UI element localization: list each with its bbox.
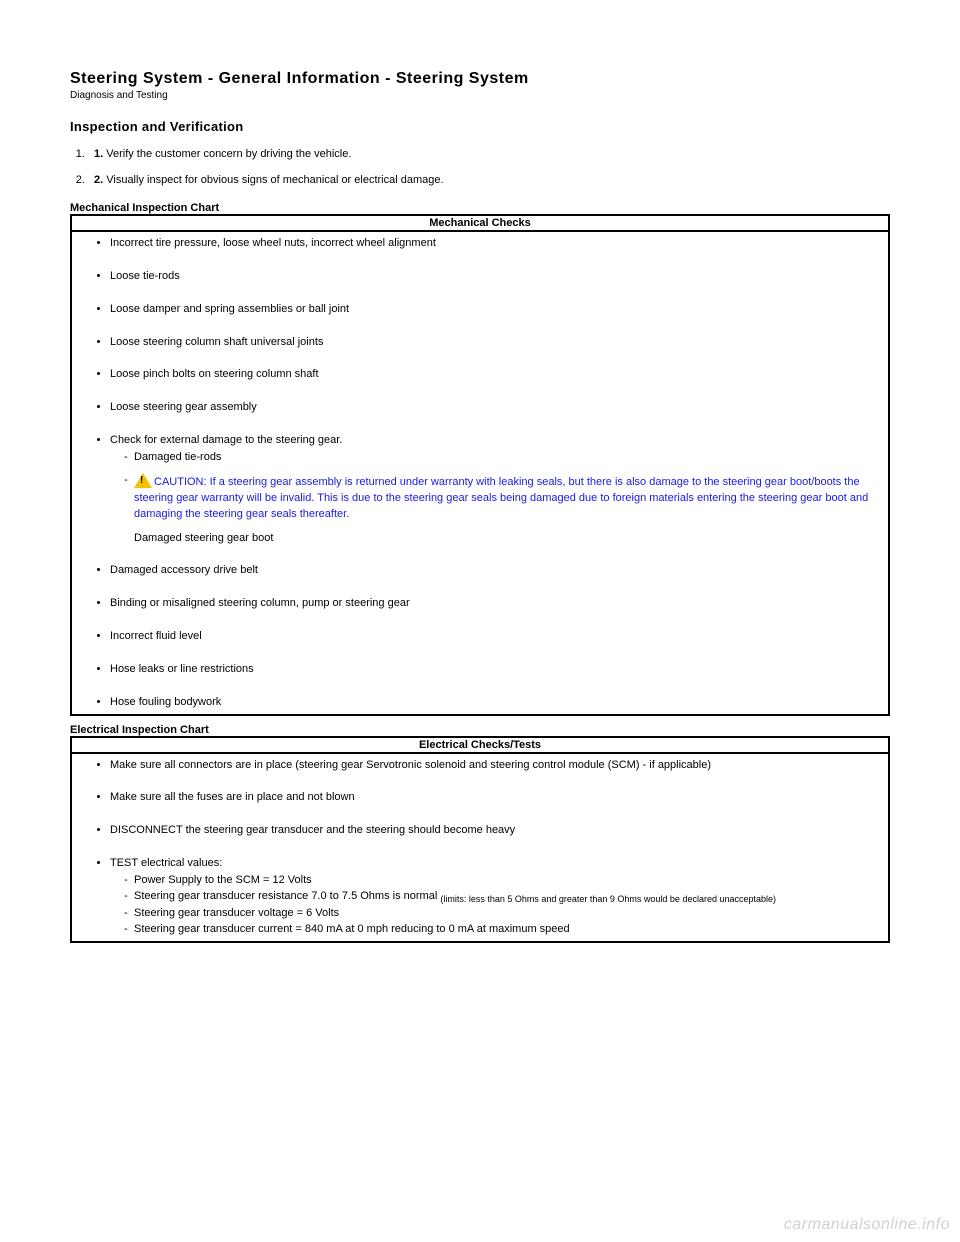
caution-block: CAUTION: If a steering gear assembly is … <box>134 473 878 523</box>
item-text: Check for external damage to the steerin… <box>110 434 342 446</box>
sub-item: Power Supply to the SCM = 12 Volts <box>124 873 878 888</box>
sub-list: Power Supply to the SCM = 12 Volts Steer… <box>124 873 878 937</box>
list-item: TEST electrical values: Power Supply to … <box>110 856 878 937</box>
elec-chart-body: Make sure all connectors are in place (s… <box>72 754 888 941</box>
list-item: Check for external damage to the steerin… <box>110 433 878 545</box>
list-item: Loose steering gear assembly <box>110 400 878 415</box>
sub-item-note: (limits: less than 5 Ohms and greater th… <box>440 894 776 904</box>
step-item: 1. Verify the customer concern by drivin… <box>88 148 890 160</box>
list-item: DISCONNECT the steering gear transducer … <box>110 823 878 838</box>
sub-item: Damaged tie-rods <box>124 450 878 465</box>
list-item: Loose damper and spring assemblies or ba… <box>110 302 878 317</box>
steps-list: 1. Verify the customer concern by drivin… <box>88 148 890 186</box>
step-bold-num: 2. <box>94 174 103 186</box>
list-item: Make sure all connectors are in place (s… <box>110 758 878 773</box>
list-item: Damaged accessory drive belt <box>110 563 878 578</box>
step-item: 2. Visually inspect for obvious signs of… <box>88 174 890 186</box>
list-item: Hose leaks or line restrictions <box>110 662 878 677</box>
list-item: Loose tie-rods <box>110 269 878 284</box>
list-item: Incorrect fluid level <box>110 629 878 644</box>
sub-item: Steering gear transducer voltage = 6 Vol… <box>124 906 878 921</box>
mech-checks-list: Incorrect tire pressure, loose wheel nut… <box>82 236 878 710</box>
list-item: Loose steering column shaft universal jo… <box>110 335 878 350</box>
page-title: Steering System - General Information - … <box>70 70 890 88</box>
mech-chart-body: Incorrect tire pressure, loose wheel nut… <box>72 232 888 714</box>
sub-list: Damaged tie-rods CAUTION: If a steering … <box>124 450 878 546</box>
sub-item: CAUTION: If a steering gear assembly is … <box>124 473 878 546</box>
list-item: Make sure all the fuses are in place and… <box>110 790 878 805</box>
list-item: Loose pinch bolts on steering column sha… <box>110 367 878 382</box>
section-heading: Inspection and Verification <box>70 119 890 134</box>
sub-item-text: Steering gear transducer resistance 7.0 … <box>134 890 440 902</box>
elec-chart-title: Electrical Inspection Chart <box>70 724 890 736</box>
caution-text: CAUTION: If a steering gear assembly is … <box>134 476 868 520</box>
step-bold-num: 1. <box>94 148 103 160</box>
after-caution-text: Damaged steering gear boot <box>134 531 878 546</box>
page-subtitle: Diagnosis and Testing <box>70 90 890 101</box>
warning-icon <box>134 473 152 488</box>
list-item: Binding or misaligned steering column, p… <box>110 596 878 611</box>
step-text: Verify the customer concern by driving t… <box>103 148 351 160</box>
elec-chart-header: Electrical Checks/Tests <box>72 738 888 754</box>
watermark: carmanualsonline.info <box>784 1216 950 1234</box>
list-item: Incorrect tire pressure, loose wheel nut… <box>110 236 878 251</box>
document-page: Steering System - General Information - … <box>0 0 960 1242</box>
step-text: Visually inspect for obvious signs of me… <box>103 174 443 186</box>
mech-chart-title: Mechanical Inspection Chart <box>70 202 890 214</box>
sub-item: Steering gear transducer current = 840 m… <box>124 922 878 937</box>
electrical-chart: Electrical Checks/Tests Make sure all co… <box>70 736 890 943</box>
mech-chart-header: Mechanical Checks <box>72 216 888 232</box>
item-text: TEST electrical values: <box>110 857 222 869</box>
mechanical-chart: Mechanical Checks Incorrect tire pressur… <box>70 214 890 716</box>
elec-checks-list: Make sure all connectors are in place (s… <box>82 758 878 937</box>
list-item: Hose fouling bodywork <box>110 695 878 710</box>
sub-item: Steering gear transducer resistance 7.0 … <box>124 889 878 905</box>
